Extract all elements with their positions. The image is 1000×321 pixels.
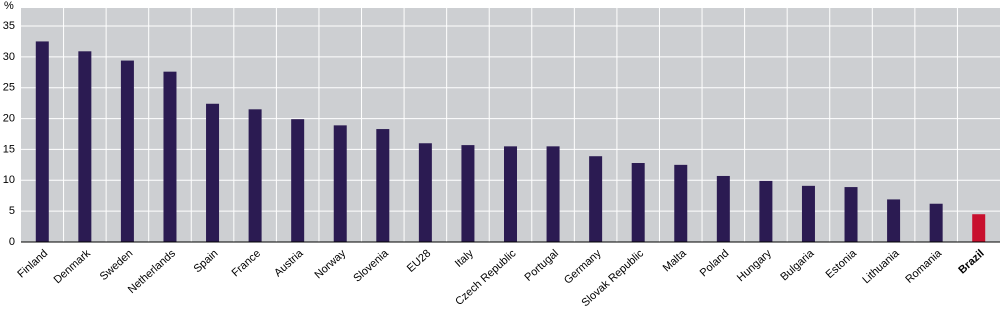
x-tick-label: Slovenia (351, 247, 391, 285)
x-tick-label: Netherlands (126, 247, 178, 296)
y-axis-label: % (4, 0, 14, 12)
bar (163, 71, 177, 242)
x-tick-label: Poland (698, 247, 731, 279)
bar (887, 199, 901, 242)
x-tick-label: Denmark (52, 247, 94, 286)
bar (844, 187, 858, 242)
x-tick-label: Estonia (824, 247, 860, 281)
bar (35, 41, 49, 242)
y-tick-label: 10 (3, 174, 15, 186)
x-tick-label: France (230, 247, 263, 279)
y-tick-label: 15 (3, 143, 15, 155)
y-tick-label: 25 (3, 82, 15, 94)
bar (418, 143, 432, 242)
bar (248, 109, 262, 242)
bar (376, 129, 390, 242)
bar (120, 60, 134, 243)
bar (801, 185, 815, 242)
x-tick-label: Hungary (735, 247, 774, 284)
bar (929, 203, 943, 242)
bar (631, 163, 645, 242)
x-tick-label: Germany (562, 247, 604, 287)
bar (291, 119, 305, 242)
bar (504, 146, 517, 242)
bar (206, 103, 220, 242)
y-tick-label: 20 (3, 112, 15, 124)
x-tick-label: Malta (661, 247, 690, 275)
bar (759, 180, 773, 242)
y-tick-label: 30 (3, 51, 15, 63)
x-tick-label: Finland (15, 247, 50, 280)
x-tick-label: Sweden (98, 247, 136, 283)
bar (972, 214, 986, 242)
x-tick-label: Italy (453, 247, 476, 270)
x-tick-label: Spain (192, 247, 221, 275)
bar (674, 164, 688, 242)
x-tick-label: Lithuania (860, 247, 902, 286)
bar (546, 146, 560, 242)
x-tick-label: Romania (903, 247, 944, 286)
bar (461, 145, 475, 242)
x-tick-label: Austria (272, 247, 306, 279)
bar (333, 125, 347, 242)
x-tick-label: Brazil (956, 247, 986, 276)
x-tick-label: EU28 (405, 247, 433, 274)
bar (589, 156, 603, 242)
x-tick-label: Norway (312, 247, 348, 281)
x-tick-label: Portugal (523, 247, 561, 283)
y-tick-label: 0 (9, 236, 15, 248)
x-tick-label: Bulgaria (778, 247, 817, 284)
y-tick-label: 35 (3, 20, 15, 32)
bar (716, 175, 730, 242)
y-tick-label: 5 (9, 205, 15, 217)
bar (78, 51, 92, 242)
